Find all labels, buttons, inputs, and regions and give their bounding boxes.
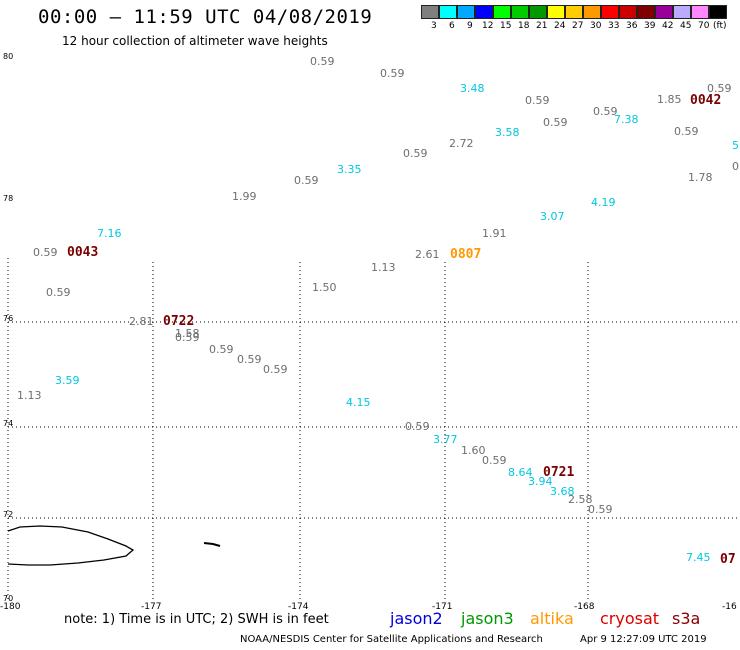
wave-height-value: 0.59 bbox=[674, 125, 699, 138]
credit-line: NOAA/NESDIS Center for Satellite Applica… bbox=[240, 634, 543, 645]
wave-height-value: 7.38 bbox=[614, 113, 639, 126]
coastline-landmass bbox=[8, 526, 133, 565]
wave-height-value: 0.59 bbox=[33, 246, 58, 259]
wave-height-value: 3.58 bbox=[495, 126, 520, 139]
wave-height-value: 1.78 bbox=[688, 171, 713, 184]
wave-height-value: 5 bbox=[732, 139, 739, 152]
wave-height-value: 1.13 bbox=[371, 261, 396, 274]
pass-time-labels: 0042 0043 0807 0722 0721 07 bbox=[67, 93, 736, 567]
wave-height-value: 0.59 bbox=[263, 363, 288, 376]
wave-height-value: 0 bbox=[732, 160, 739, 173]
wave-height-value: 2.72 bbox=[449, 137, 474, 150]
wave-height-value: 0.59 bbox=[237, 353, 262, 366]
wave-height-value: 1.13 bbox=[17, 389, 42, 402]
wave-height-value: 7.16 bbox=[97, 227, 122, 240]
longitude-label: -174 bbox=[288, 602, 309, 612]
longitude-label: -180 bbox=[0, 602, 21, 612]
wave-height-value: 0.59 bbox=[294, 174, 319, 187]
wave-height-value: 3.48 bbox=[460, 82, 485, 95]
observation-values: 0.590.593.480.590.590.597.381.850.590.59… bbox=[17, 55, 739, 564]
coastline-island bbox=[204, 543, 220, 546]
longitude-label: -16 bbox=[722, 602, 737, 612]
wave-height-value: 0.59 bbox=[543, 116, 568, 129]
generated-timestamp: Apr 9 12:27:09 UTC 2019 bbox=[580, 634, 707, 645]
wave-height-value: 0.59 bbox=[525, 94, 550, 107]
wave-height-value: 4.19 bbox=[591, 196, 616, 209]
wave-height-value: 4.15 bbox=[346, 396, 371, 409]
satellite-label-s3a: s3a bbox=[672, 609, 700, 628]
satellite-label-cryosat: cryosat bbox=[600, 609, 659, 628]
coastline bbox=[8, 526, 220, 565]
wave-height-value: 2.61 bbox=[415, 248, 440, 261]
pass-time-label: 07 bbox=[720, 552, 736, 567]
longitude-label: -177 bbox=[141, 602, 161, 612]
wave-height-value: 0.59 bbox=[482, 454, 507, 467]
wave-height-value: 7.45 bbox=[686, 551, 711, 564]
wave-height-value: 0.59 bbox=[46, 286, 71, 299]
latitude-label: 78 bbox=[3, 194, 13, 203]
latitude-label: 74 bbox=[3, 419, 13, 428]
satellite-label-jason2: jason2 bbox=[390, 609, 443, 628]
wave-height-value: 0.59 bbox=[403, 147, 428, 160]
latitude-label: 76 bbox=[3, 314, 13, 323]
wave-height-map: 0.590.593.480.590.590.597.381.850.590.59… bbox=[0, 0, 740, 650]
wave-height-value: 1.91 bbox=[482, 227, 507, 240]
latitude-labels: 80 78 76 74 72 70 bbox=[3, 52, 13, 603]
pass-time-label: 0722 bbox=[163, 314, 194, 329]
footer-note: note: 1) Time is in UTC; 2) SWH is in fe… bbox=[64, 612, 329, 627]
graticule bbox=[8, 258, 740, 600]
satellite-label-altika: altika bbox=[530, 609, 574, 628]
pass-time-label: 0043 bbox=[67, 245, 98, 260]
wave-height-value: 2.81 bbox=[129, 315, 154, 328]
wave-height-value: 0.59 bbox=[380, 67, 405, 80]
wave-height-value: 1.99 bbox=[232, 190, 257, 203]
wave-height-value: 0.59 bbox=[175, 331, 200, 344]
latitude-label: 80 bbox=[3, 52, 13, 61]
latitude-label: 72 bbox=[3, 510, 13, 519]
wave-height-value: 3.59 bbox=[55, 374, 80, 387]
wave-height-value: 3.77 bbox=[433, 433, 458, 446]
wave-height-value: 1.85 bbox=[657, 93, 682, 106]
wave-height-value: 0.59 bbox=[588, 503, 613, 516]
longitude-label: -168 bbox=[574, 602, 595, 612]
wave-height-value: 1.50 bbox=[312, 281, 337, 294]
wave-height-value: 3.07 bbox=[540, 210, 565, 223]
satellite-label-jason3: jason3 bbox=[461, 609, 514, 628]
wave-height-value: 0.59 bbox=[405, 420, 430, 433]
wave-height-value: 3.35 bbox=[337, 163, 362, 176]
pass-time-label: 0721 bbox=[543, 465, 574, 480]
pass-time-label: 0807 bbox=[450, 247, 481, 262]
wave-height-value: 0.59 bbox=[310, 55, 335, 68]
wave-height-value: 0.59 bbox=[209, 343, 234, 356]
pass-time-label: 0042 bbox=[690, 93, 721, 108]
